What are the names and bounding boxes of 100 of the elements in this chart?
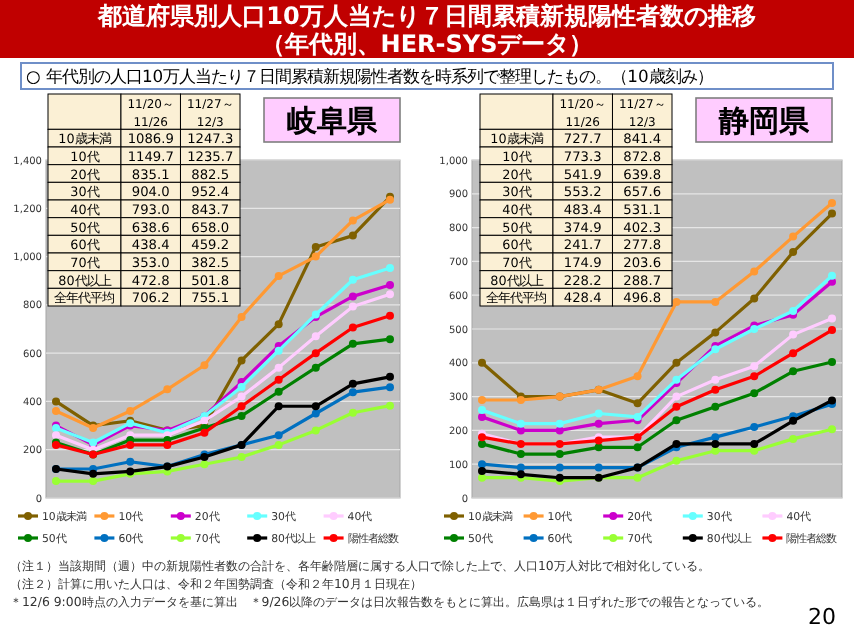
point	[555, 450, 564, 459]
point	[348, 388, 357, 397]
point	[828, 326, 836, 335]
point	[750, 439, 759, 448]
point	[274, 402, 283, 411]
point	[386, 290, 394, 299]
point	[789, 232, 798, 241]
point	[828, 209, 836, 218]
point	[594, 409, 603, 418]
point	[163, 385, 172, 394]
point	[52, 407, 60, 416]
point	[789, 434, 798, 443]
point	[311, 426, 320, 435]
point	[711, 297, 720, 306]
point	[555, 419, 564, 428]
text: ○ 年代別の人口10万人当たり７日間累積新規陽性者数を時系列で整理したもの。（10歳刻み）	[20, 62, 834, 90]
point	[386, 264, 394, 273]
point	[672, 402, 681, 411]
point	[274, 363, 283, 372]
point	[594, 443, 603, 452]
point	[348, 216, 357, 225]
point	[516, 419, 525, 428]
point	[348, 408, 357, 417]
point	[478, 473, 486, 482]
point	[386, 311, 394, 320]
point	[386, 335, 394, 344]
point	[711, 446, 720, 455]
point	[348, 292, 357, 301]
point	[750, 389, 759, 398]
point	[711, 402, 720, 411]
point	[274, 387, 283, 396]
point	[828, 358, 836, 367]
point	[828, 314, 836, 323]
point	[711, 439, 720, 448]
text: 20	[808, 604, 836, 630]
point	[386, 401, 394, 410]
point	[750, 267, 759, 276]
point	[478, 358, 486, 367]
point	[126, 457, 135, 466]
point	[789, 248, 798, 257]
point	[274, 431, 283, 440]
point	[386, 280, 394, 289]
point	[311, 252, 320, 261]
point	[711, 385, 720, 394]
point	[711, 375, 720, 384]
point	[237, 411, 246, 420]
point	[828, 271, 836, 280]
chart-title: 静岡県	[717, 103, 811, 140]
point	[237, 312, 246, 321]
point	[348, 231, 357, 240]
point	[311, 402, 320, 411]
point	[750, 423, 759, 432]
point	[711, 433, 720, 442]
point	[633, 372, 642, 381]
point	[237, 402, 246, 411]
point	[516, 426, 525, 435]
point	[274, 346, 283, 355]
point	[274, 320, 283, 329]
point	[274, 271, 283, 280]
point	[789, 349, 798, 358]
point	[516, 450, 525, 459]
point	[750, 294, 759, 303]
point	[348, 339, 357, 348]
point	[89, 477, 98, 486]
point	[386, 372, 394, 381]
point	[274, 375, 283, 384]
point	[478, 466, 486, 475]
point	[200, 428, 209, 437]
point	[311, 363, 320, 372]
point	[200, 361, 209, 370]
point	[789, 330, 798, 339]
point	[555, 426, 564, 435]
point	[516, 463, 525, 472]
point	[672, 358, 681, 367]
point	[672, 392, 681, 401]
point	[348, 302, 357, 311]
point	[750, 372, 759, 381]
point	[52, 431, 60, 440]
point	[750, 362, 759, 371]
point	[348, 379, 357, 388]
text: 都道府県別人口10万人当たり７日間累積新規陽性者数の推移（年代別、HER-SYSデータ）	[95, 2, 758, 58]
point	[311, 349, 320, 358]
point	[237, 392, 246, 401]
point	[52, 397, 60, 406]
point	[672, 456, 681, 465]
point	[311, 332, 320, 341]
point	[237, 356, 246, 365]
point	[478, 395, 486, 404]
point	[200, 416, 209, 425]
point	[633, 399, 642, 408]
point	[311, 409, 320, 418]
point	[311, 242, 320, 251]
point	[594, 419, 603, 428]
point	[672, 297, 681, 306]
point	[828, 198, 836, 207]
point	[478, 439, 486, 448]
chart-title: 岐阜県	[287, 103, 379, 140]
point	[478, 406, 486, 415]
point	[828, 425, 836, 434]
point	[237, 452, 246, 461]
